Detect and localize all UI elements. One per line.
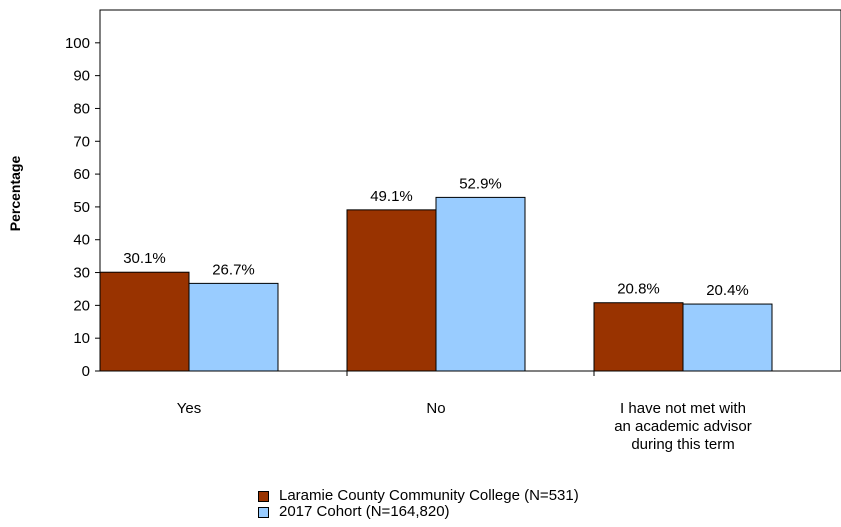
- y-tick-label: 20: [73, 297, 90, 314]
- legend: Laramie County Community College (N=531)…: [258, 488, 579, 520]
- data-label: 52.9%: [459, 175, 502, 192]
- legend-item-series-1: Laramie County Community College (N=531): [258, 488, 579, 504]
- legend-label-series-1: Laramie County Community College (N=531): [279, 487, 579, 504]
- bar-series-2-cat-2: [435, 196, 526, 372]
- y-tick-label: 10: [73, 330, 90, 347]
- bar-series-1-cat-2: [346, 209, 437, 372]
- data-label: 20.4%: [706, 282, 749, 299]
- bar-series-1-cat-1: [99, 271, 190, 372]
- legend-label-series-2: 2017 Cohort (N=164,820): [279, 503, 450, 520]
- data-label: 26.7%: [212, 261, 255, 278]
- labels: 30.1% 26.7% Yes 49.1% 52.9% No 20.8% 20.4% I hav…: [123, 175, 752, 453]
- x-category-label: Yes: [177, 400, 201, 417]
- legend-swatch-series-2: [258, 506, 269, 518]
- y-tick-label: 0: [82, 363, 90, 380]
- legend-item-series-2: 2017 Cohort (N=164,820): [258, 504, 579, 520]
- axes: 0 10 20 30 40 50 60 70 80 90 100 Percentage: [7, 9, 841, 380]
- y-tick-label: 70: [73, 133, 90, 150]
- y-tick-label: 80: [73, 100, 90, 117]
- data-label: 20.8%: [617, 281, 660, 298]
- y-tick-label: 100: [65, 35, 90, 52]
- y-tick-label: 90: [73, 68, 90, 85]
- bars: [99, 196, 773, 372]
- data-label: 30.1%: [123, 250, 166, 267]
- y-tick-label: 40: [73, 232, 90, 249]
- bar-series-2-cat-3: [682, 303, 773, 372]
- bar-series-2-cat-1: [188, 282, 279, 372]
- y-tick-label: 60: [73, 166, 90, 183]
- y-tick-label: 50: [73, 199, 90, 216]
- x-category-label: No: [426, 400, 445, 417]
- legend-swatch-series-1: [258, 490, 269, 502]
- y-tick-label: 30: [73, 265, 90, 282]
- x-category-label: I have not met with an academic advisor du…: [614, 400, 752, 453]
- data-label: 49.1%: [370, 188, 413, 205]
- y-axis-title: Percentage: [7, 156, 23, 232]
- bar-series-1-cat-3: [593, 302, 684, 372]
